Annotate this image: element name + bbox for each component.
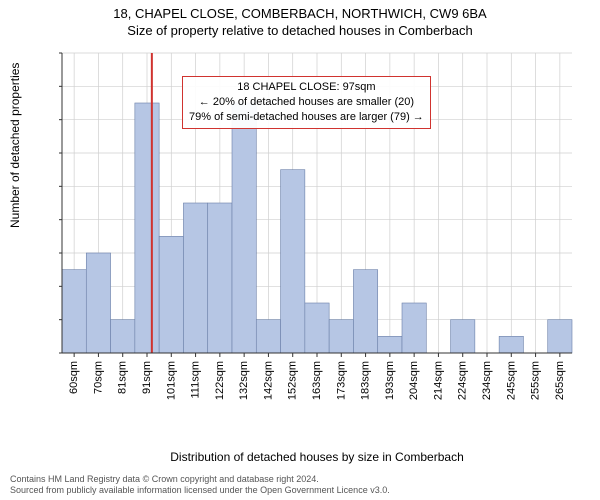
svg-text:152sqm: 152sqm (287, 361, 299, 400)
chart-area: 02468101214161860sqm70sqm81sqm91sqm101sq… (57, 48, 577, 408)
svg-text:214sqm: 214sqm (432, 361, 444, 400)
callout-box: 18 CHAPEL CLOSE: 97sqm ← 20% of detached… (182, 76, 431, 129)
footer-line: Contains HM Land Registry data © Crown c… (10, 474, 390, 485)
svg-text:245sqm: 245sqm (505, 361, 517, 400)
svg-text:122sqm: 122sqm (214, 361, 226, 400)
title-subtitle: Size of property relative to detached ho… (0, 23, 600, 40)
svg-text:111sqm: 111sqm (190, 361, 202, 399)
title-address: 18, CHAPEL CLOSE, COMBERBACH, NORTHWICH,… (0, 6, 600, 23)
y-axis-label: Number of detached properties (8, 63, 22, 228)
svg-text:255sqm: 255sqm (530, 361, 542, 400)
footer-line: Sourced from publicly available informat… (10, 485, 390, 496)
svg-text:265sqm: 265sqm (554, 361, 566, 400)
svg-text:183sqm: 183sqm (360, 361, 372, 400)
svg-text:204sqm: 204sqm (408, 361, 420, 400)
footer-attribution: Contains HM Land Registry data © Crown c… (10, 474, 390, 496)
svg-text:193sqm: 193sqm (384, 361, 396, 400)
callout-line-1: 18 CHAPEL CLOSE: 97sqm (189, 80, 424, 95)
svg-text:173sqm: 173sqm (335, 361, 347, 400)
svg-text:101sqm: 101sqm (165, 361, 177, 400)
svg-text:70sqm: 70sqm (92, 361, 104, 394)
svg-text:234sqm: 234sqm (481, 361, 493, 400)
svg-text:142sqm: 142sqm (262, 361, 274, 400)
svg-text:132sqm: 132sqm (238, 361, 250, 400)
svg-text:224sqm: 224sqm (457, 361, 469, 400)
callout-line-2: ← 20% of detached houses are smaller (20… (189, 95, 424, 110)
svg-text:60sqm: 60sqm (68, 361, 80, 394)
svg-text:91sqm: 91sqm (141, 361, 153, 394)
svg-text:81sqm: 81sqm (117, 361, 129, 394)
chart-container: 18, CHAPEL CLOSE, COMBERBACH, NORTHWICH,… (0, 0, 600, 500)
x-axis-label: Distribution of detached houses by size … (57, 450, 577, 464)
svg-text:163sqm: 163sqm (311, 361, 323, 400)
title-block: 18, CHAPEL CLOSE, COMBERBACH, NORTHWICH,… (0, 0, 600, 40)
callout-line-3: 79% of semi-detached houses are larger (… (189, 110, 424, 125)
